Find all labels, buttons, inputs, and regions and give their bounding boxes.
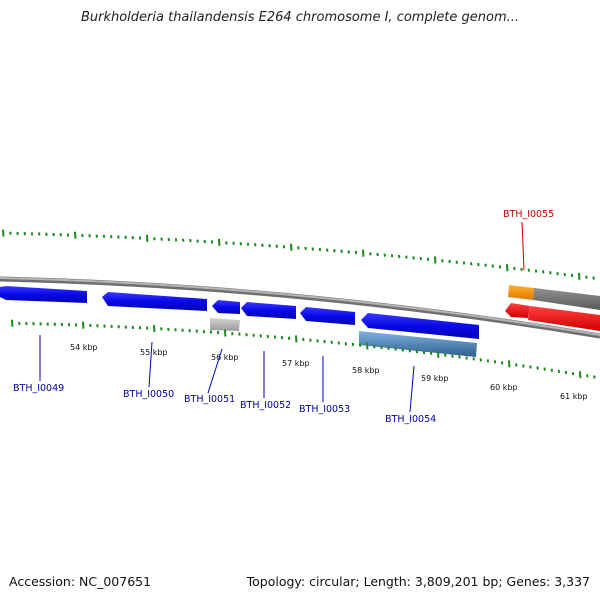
gene-bth-i0051[interactable] [212, 300, 240, 314]
gene-label-bth-i0051[interactable]: BTH_I0051 [184, 394, 235, 405]
rna-feature[interactable] [359, 331, 477, 357]
lower-scale-ticks [11, 319, 596, 379]
gene-bth-i0050[interactable] [102, 292, 207, 311]
chromosome-backbone [0, 276, 600, 339]
scale-label: 57 kbp [282, 359, 310, 368]
genome-summary-text: Topology: circular; Length: 3,809,201 bp… [246, 574, 590, 589]
gene-label-bth-i0052[interactable]: BTH_I0052 [240, 400, 291, 411]
adjacent-gene-top[interactable] [533, 288, 600, 310]
gene-bth-i0049[interactable] [0, 286, 87, 303]
scale-label: 54 kbp [70, 343, 98, 352]
gene-label-bth-i0055[interactable]: BTH_I0055 [503, 209, 554, 220]
scale-label: 56 kbp [211, 353, 239, 362]
gene-bth-i0054[interactable] [361, 313, 479, 339]
highlight-leader-line [521, 221, 525, 271]
gene-labels: BTH_I0049 BTH_I0050 BTH_I0051 BTH_I0052 … [13, 209, 554, 425]
map-title: Burkholderia thailandensis E264 chromoso… [80, 10, 520, 25]
scale-label: 61 kbp [560, 392, 588, 401]
gene-bth-i0055-top[interactable] [508, 285, 534, 300]
scale-labels: 54 kbp 55 kbp 56 kbp 57 kbp 58 kbp 59 kb… [70, 343, 588, 401]
gene-leader-lines [39, 335, 415, 413]
gene-bth-i0055[interactable] [505, 303, 530, 318]
chromosome-backbone-highlight [0, 277, 600, 336]
scale-label: 60 kbp [490, 383, 518, 392]
gene-label-bth-i0050[interactable]: BTH_I0050 [123, 389, 174, 400]
scale-label: 58 kbp [352, 366, 380, 375]
adjacent-gene-bottom[interactable] [528, 306, 600, 331]
scale-label: 55 kbp [140, 348, 168, 357]
pseudogene-feature[interactable] [210, 318, 240, 331]
gene-label-bth-i0049[interactable]: BTH_I0049 [13, 383, 64, 394]
upper-scale-ticks [2, 229, 595, 280]
scale-label: 59 kbp [421, 374, 449, 383]
gene-bth-i0053[interactable] [300, 307, 355, 325]
gene-label-bth-i0054[interactable]: BTH_I0054 [385, 414, 436, 425]
gene-label-bth-i0053[interactable]: BTH_I0053 [299, 404, 350, 415]
accession-text: Accession: NC_007651 [9, 574, 152, 589]
gene-bth-i0052[interactable] [241, 302, 296, 319]
